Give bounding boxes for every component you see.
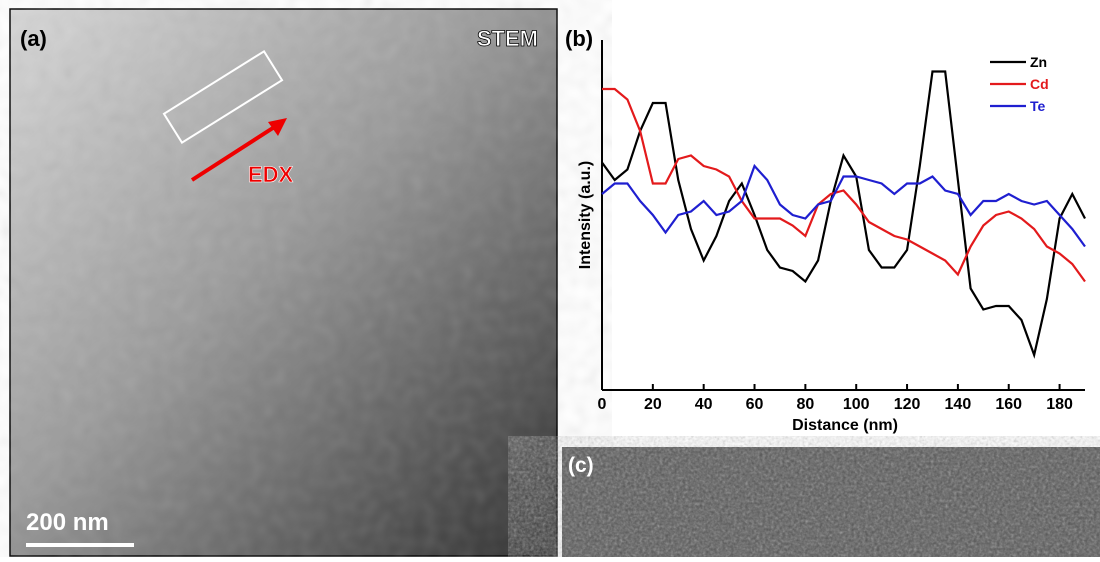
x-tick-label: 20 <box>644 396 662 413</box>
data-line <box>601 70 1086 359</box>
data-line <box>602 87 1086 283</box>
y-axis-label: Intensity (a.u.) <box>577 161 594 269</box>
x-tick-label: 80 <box>796 396 814 413</box>
data-line <box>601 163 1086 248</box>
scan-box <box>162 49 284 145</box>
legend-label: Zn <box>1030 54 1047 70</box>
panel-label: (a) <box>20 26 47 51</box>
stem-texture <box>10 9 557 556</box>
x-tick-label: 0 <box>598 396 607 413</box>
x-tick-label: 160 <box>995 396 1022 413</box>
panel-label: (b) <box>565 26 593 51</box>
x-tick-label: 140 <box>945 396 972 413</box>
x-tick-label: 180 <box>1046 396 1073 413</box>
scan-arrow <box>190 124 278 182</box>
x-tick-label: 40 <box>695 396 713 413</box>
legend-label: Cd <box>1030 76 1049 92</box>
panel-label: (c) <box>568 454 594 477</box>
legend-label: Te <box>1030 98 1046 114</box>
scale-bar-label: 200 nm <box>26 509 109 536</box>
x-tick-label: 120 <box>894 396 921 413</box>
arrow-head <box>268 118 287 136</box>
x-tick-label: 100 <box>843 396 870 413</box>
x-axis-label: Distance (nm) <box>792 417 898 434</box>
mode-label: STEM <box>477 26 538 51</box>
x-tick-label: 60 <box>746 396 764 413</box>
scan-label: EDX <box>248 162 294 187</box>
edx-map-texture <box>562 447 1100 557</box>
